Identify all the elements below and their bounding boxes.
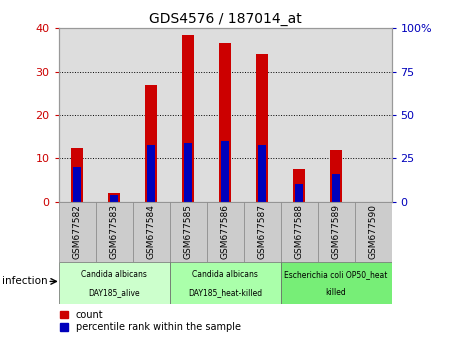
Text: Candida albicans: Candida albicans	[81, 270, 147, 279]
Text: GSM677584: GSM677584	[147, 204, 156, 259]
Text: Candida albicans: Candida albicans	[192, 270, 258, 279]
Bar	[292, 169, 306, 202]
Bar	[256, 55, 269, 202]
Bar	[318, 202, 355, 262]
Text: DAY185_heat-killed: DAY185_heat-killed	[188, 288, 262, 297]
Text: infection: infection	[2, 276, 48, 286]
Text: DAY185_alive: DAY185_alive	[88, 288, 140, 297]
Text: GSM677585: GSM677585	[184, 204, 193, 259]
Bar	[329, 150, 342, 202]
Bar	[132, 202, 170, 262]
Text: GSM677586: GSM677586	[220, 204, 230, 259]
Text: GSM677589: GSM677589	[332, 204, 341, 259]
Bar	[58, 202, 95, 262]
Text: GSM677583: GSM677583	[109, 204, 118, 259]
Text: GSM677588: GSM677588	[294, 204, 303, 259]
Bar	[219, 44, 231, 202]
Bar	[181, 35, 194, 202]
Bar	[148, 145, 154, 202]
Bar	[184, 143, 192, 202]
Bar	[95, 202, 132, 262]
Bar	[258, 145, 265, 202]
Text: killed: killed	[326, 288, 346, 297]
Bar	[110, 195, 117, 202]
Text: GSM677587: GSM677587	[257, 204, 266, 259]
Bar	[280, 202, 318, 262]
Bar	[296, 184, 302, 202]
Bar	[71, 148, 84, 202]
Text: GDS4576 / 187014_at: GDS4576 / 187014_at	[148, 12, 302, 27]
Bar	[170, 202, 207, 262]
Legend: count, percentile rank within the sample: count, percentile rank within the sample	[60, 310, 241, 332]
Bar	[333, 173, 340, 202]
Bar	[58, 262, 170, 304]
Bar	[73, 167, 81, 202]
Bar	[170, 262, 280, 304]
Text: GSM677590: GSM677590	[369, 204, 378, 259]
Bar	[355, 202, 392, 262]
Bar	[280, 262, 392, 304]
Text: Escherichia coli OP50_heat: Escherichia coli OP50_heat	[284, 270, 388, 279]
Bar	[221, 141, 229, 202]
Bar	[144, 85, 158, 202]
Bar	[243, 202, 280, 262]
Bar	[207, 202, 243, 262]
Bar	[108, 193, 121, 202]
Text: GSM677582: GSM677582	[72, 204, 81, 259]
